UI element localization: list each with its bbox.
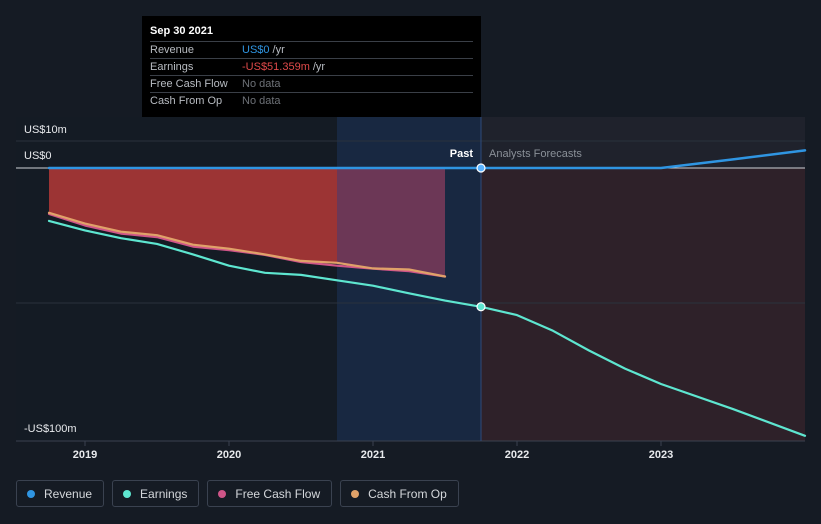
- revenue-marker: [476, 163, 486, 173]
- tooltip-row-label: Earnings: [150, 61, 194, 73]
- data-tooltip: Sep 30 2021 Revenue US$0/yr Earnings -US$51…: [142, 16, 481, 117]
- tooltip-row-label: Free Cash Flow: [150, 78, 228, 90]
- legend-label: Earnings: [140, 486, 188, 501]
- cash-from-op-line: [47, 211, 447, 278]
- y-axis-label: US$0: [24, 150, 52, 162]
- legend-label: Cash From Op: [368, 486, 447, 501]
- tooltip-row-unit: /yr: [312, 61, 326, 73]
- tooltip-row-unit: /yr: [272, 44, 285, 56]
- y-axis-label: -US$100m: [24, 423, 77, 435]
- x-tick-label: 2020: [217, 449, 241, 461]
- legend-dot-icon: [218, 489, 227, 498]
- legend-item-free-cash-flow[interactable]: Free Cash Flow: [207, 480, 333, 507]
- earnings-area-forecast: [481, 168, 805, 441]
- tooltip-row-label: Cash From Op: [150, 95, 223, 107]
- recent-period-highlight: [337, 117, 481, 441]
- tooltip-row-value: No data: [242, 95, 281, 107]
- past-label: Past: [450, 148, 474, 160]
- legend-item-revenue[interactable]: Revenue: [16, 480, 105, 507]
- earnings-area-recent: [337, 168, 445, 277]
- tooltip-row-value: US$0: [242, 44, 270, 56]
- earnings-marker: [476, 302, 486, 312]
- tooltip-row: Earnings -US$51.359m/yr: [150, 58, 473, 75]
- past-region-background: [16, 117, 337, 441]
- revenue-line: [47, 149, 807, 170]
- legend-item-earnings[interactable]: Earnings: [112, 480, 200, 507]
- legend-label: Revenue: [44, 486, 93, 501]
- x-tick-label: 2021: [361, 449, 385, 461]
- x-tick-label: 2019: [73, 449, 97, 461]
- legend-dot-icon: [351, 489, 360, 498]
- legend-label: Free Cash Flow: [235, 486, 321, 501]
- tooltip-row-value: No data: [242, 78, 281, 90]
- tooltip-row: Free Cash Flow No data: [150, 75, 473, 92]
- x-tick-label: 2023: [649, 449, 673, 461]
- y-axis-label: US$10m: [24, 124, 67, 136]
- tooltip-row: Cash From Op No data: [150, 92, 473, 109]
- legend-dot-icon: [123, 489, 132, 498]
- legend-item-cash-from-op[interactable]: Cash From Op: [340, 480, 459, 507]
- earnings-line: [47, 219, 807, 437]
- legend-dot-icon: [27, 489, 35, 498]
- tooltip-row-value: -US$51.359m: [242, 61, 310, 73]
- tooltip-date: Sep 30 2021: [150, 25, 213, 37]
- tooltip-row-label: Revenue: [150, 44, 195, 56]
- x-tick-label: 2022: [505, 449, 529, 461]
- earnings-area-past: [49, 168, 337, 263]
- forecast-label: Analysts Forecasts: [489, 148, 582, 160]
- legend: Revenue Earnings Free Cash Flow Cash From O…: [16, 480, 467, 507]
- tooltip-row: Revenue US$0/yr: [150, 41, 473, 58]
